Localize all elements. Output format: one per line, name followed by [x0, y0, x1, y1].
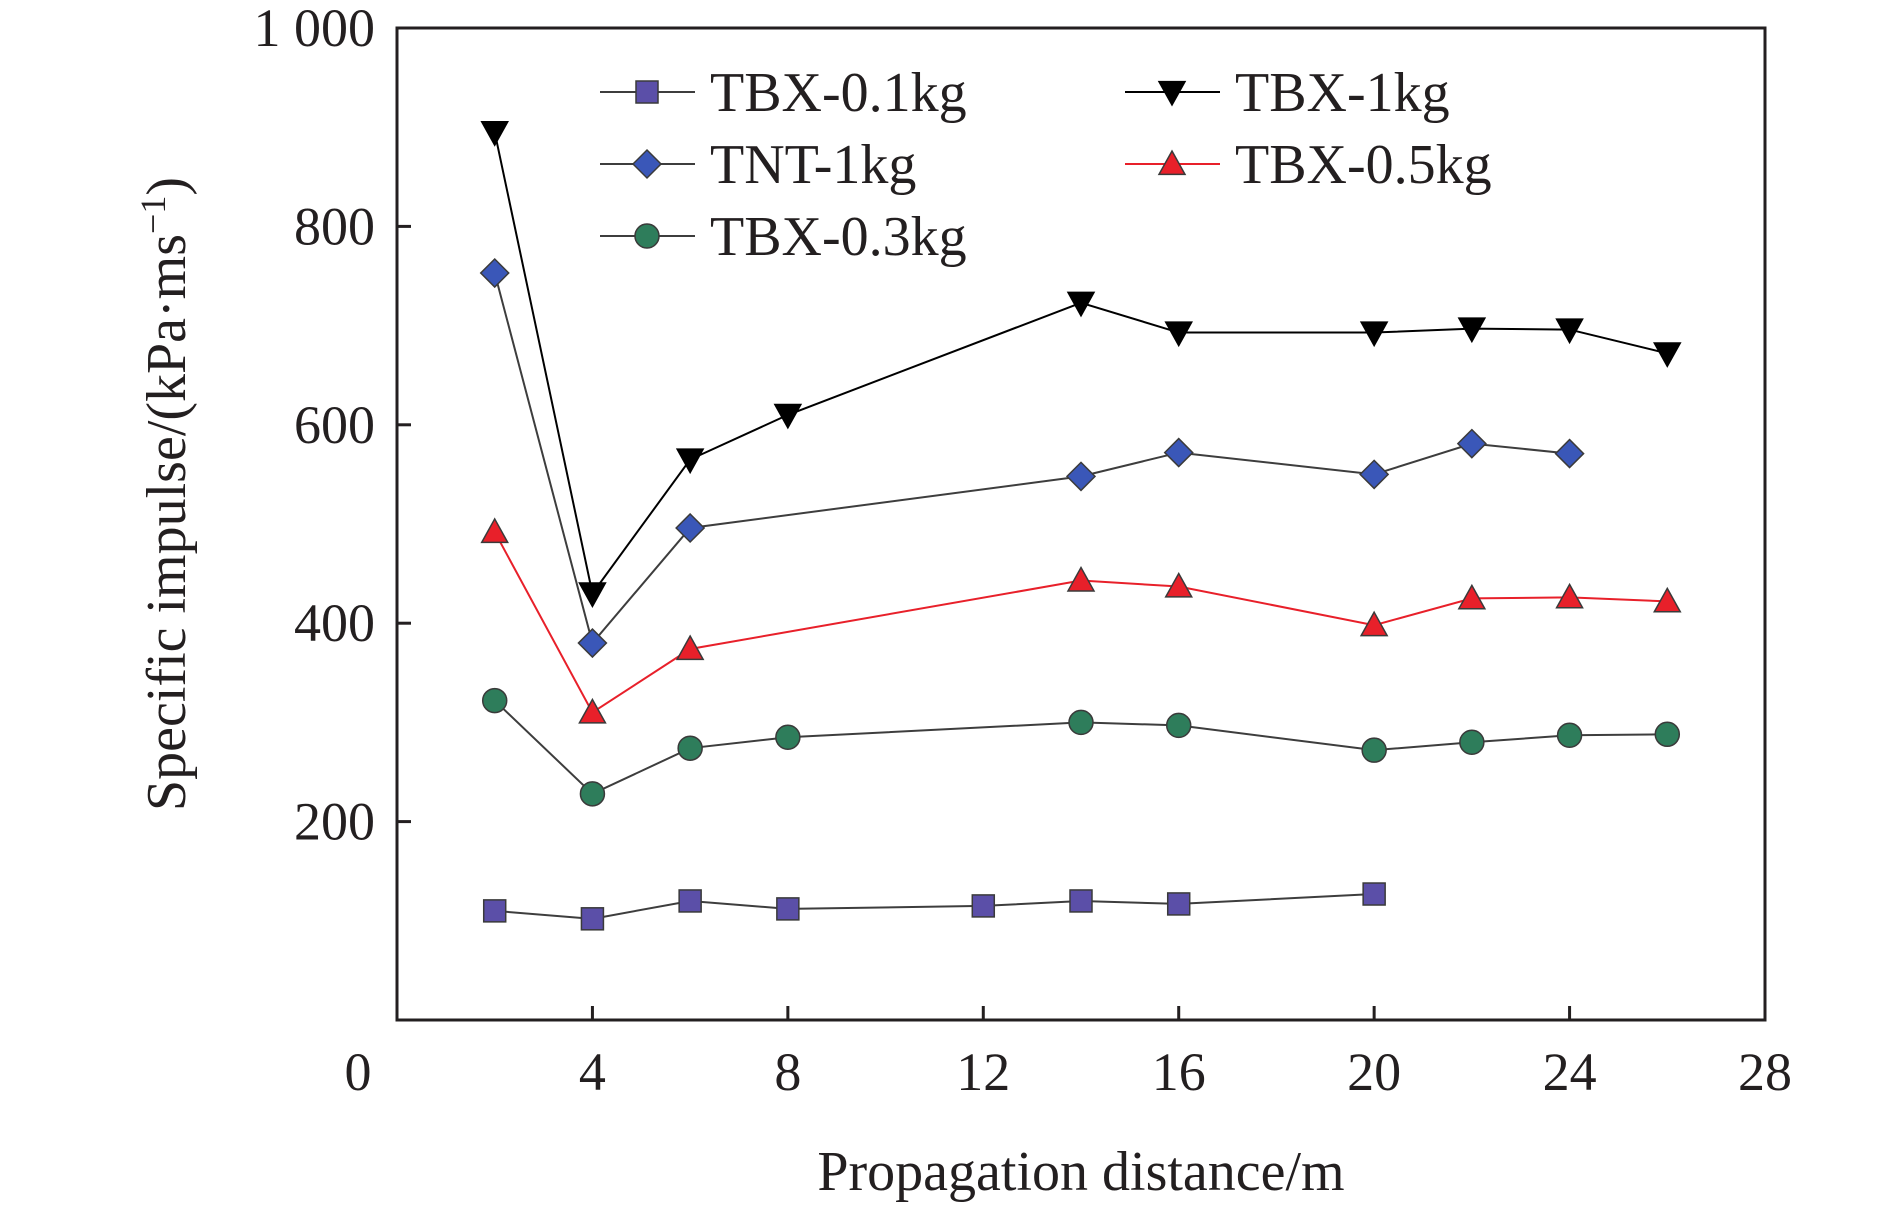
data-point-TBX-1kg-4: [1066, 291, 1096, 318]
y-axis-title-close: ): [136, 177, 198, 196]
data-point-TBX-0.3kg-8: [1556, 722, 1583, 749]
plot-frame: [395, 26, 1767, 1022]
data-point-TBX-1kg-6: [1359, 321, 1389, 348]
y-axis-title-sup: −1: [133, 196, 173, 234]
data-point-TBX-0.5kg-1: [578, 697, 607, 724]
data-point-TBX-0.3kg-1: [579, 781, 606, 807]
data-point-TNT-1kg-7: [1554, 438, 1585, 469]
data-point-TBX-0.1kg-3: [776, 897, 800, 921]
data-point-TNT-1kg-4: [1163, 437, 1194, 468]
data-point-TBX-0.3kg-7: [1459, 729, 1485, 755]
data-point-TBX-0.5kg-6: [1457, 583, 1487, 610]
series-line-TBX-0.1kg: [494, 893, 1375, 920]
tick-labels: 0 4 8 12 16 20 24 28 200 400 600 800 1 000: [254, 0, 1793, 1102]
series-line-TBX-0.5kg: [493, 531, 1668, 714]
data-point-TBX-0.3kg-3: [775, 724, 801, 751]
data-point-TBX-1kg-5: [1164, 321, 1193, 348]
data-point-TNT-1kg-2: [675, 512, 706, 544]
data-point-TBX-1kg-3: [773, 403, 803, 430]
data-point-TBX-0.5kg-7: [1555, 582, 1584, 609]
y-tick-label-3: 800: [294, 196, 375, 256]
axis-ticks: [397, 224, 1572, 1020]
legend-marker-TNT-1kg: [631, 148, 663, 180]
data-point-TBX-0.5kg-8: [1653, 586, 1682, 613]
y-tick-label-1: 400: [294, 593, 375, 653]
x-tick-label-7: 28: [1738, 1042, 1792, 1102]
y-tick-label-2: 600: [294, 395, 375, 455]
legend-label-TBX-0.1kg: TBX-0.1kg: [710, 62, 967, 124]
data-point-TBX-0.1kg-2: [678, 889, 702, 913]
data-point-TBX-1kg-8: [1555, 318, 1584, 345]
data-point-TBX-1kg-7: [1457, 317, 1487, 344]
legend-label-TBX-1kg: TBX-1kg: [1235, 62, 1450, 124]
data-point-TBX-0.3kg-9: [1654, 721, 1681, 748]
series-line-TBX-0.3kg: [494, 699, 1668, 796]
y-tick-label-4: 1 000: [254, 0, 376, 58]
series-line-TBX-1kg: [493, 131, 1668, 596]
legend-label-TBX-0.5kg: TBX-0.5kg: [1235, 134, 1492, 196]
data-point-TBX-0.5kg-0: [480, 517, 509, 544]
data-point-TBX-0.1kg-0: [482, 899, 507, 923]
data-point-TNT-1kg-1: [577, 627, 608, 659]
x-tick-label-4: 16: [1152, 1042, 1206, 1102]
series-line-TNT-1kg: [493, 272, 1570, 646]
data-point-TBX-0.3kg-0: [481, 687, 508, 714]
legend-label-TBX-0.3kg: TBX-0.3kg: [710, 206, 967, 268]
legend: TBX-0.1kg TBX-1kg TNT-1kg TBX-0.5kg TBX-0.3k…: [600, 62, 1492, 268]
data-point-TNT-1kg-5: [1359, 459, 1390, 490]
data-point-TBX-0.1kg-4: [971, 894, 996, 918]
data-point-TNT-1kg-3: [1065, 461, 1097, 492]
legend-marker-TBX-0.5kg: [1157, 149, 1187, 176]
data-point-TBX-0.5kg-3: [1066, 565, 1096, 592]
x-tick-label-0: 0: [345, 1042, 372, 1102]
data-point-TBX-0.3kg-5: [1165, 712, 1192, 739]
data-point-TBX-1kg-1: [578, 582, 607, 608]
y-axis-title: Specific impulse/(kPa·ms−1): [133, 177, 198, 811]
data-point-TBX-0.1kg-5: [1069, 889, 1093, 913]
x-tick-label-6: 24: [1543, 1042, 1597, 1102]
x-tick-label-3: 12: [956, 1042, 1010, 1102]
series-markers: [479, 121, 1682, 931]
data-point-TBX-0.1kg-6: [1166, 892, 1191, 916]
x-axis-title: Propagation distance/m: [817, 1141, 1344, 1203]
legend-marker-TBX-0.1kg: [635, 80, 659, 104]
data-point-TBX-0.3kg-2: [677, 735, 703, 761]
data-point-TBX-0.1kg-1: [580, 907, 605, 931]
data-point-TBX-0.5kg-4: [1164, 571, 1193, 598]
data-point-TNT-1kg-6: [1456, 428, 1487, 459]
legend-marker-TBX-1kg: [1157, 80, 1187, 107]
x-tick-label-1: 4: [579, 1042, 606, 1102]
data-point-TBX-1kg-0: [480, 121, 509, 147]
data-point-TNT-1kg-0: [479, 257, 510, 289]
x-tick-label-2: 8: [774, 1042, 801, 1102]
data-point-TBX-0.5kg-2: [675, 634, 705, 661]
y-tick-label-0: 200: [294, 792, 375, 852]
data-point-TBX-0.3kg-6: [1361, 737, 1387, 763]
legend-label-TNT-1kg: TNT-1kg: [710, 134, 916, 196]
data-point-TBX-1kg-9: [1653, 342, 1682, 368]
data-point-TBX-1kg-2: [675, 448, 705, 475]
data-point-TBX-0.5kg-5: [1359, 610, 1389, 637]
legend-marker-TBX-0.3kg: [634, 223, 660, 249]
data-point-TBX-0.1kg-7: [1362, 882, 1386, 906]
data-point-TBX-0.3kg-4: [1068, 709, 1094, 736]
y-axis-title-main: Specific impulse/(kPa·ms: [136, 234, 198, 811]
x-tick-label-5: 20: [1347, 1042, 1401, 1102]
series-lines: [493, 131, 1668, 920]
